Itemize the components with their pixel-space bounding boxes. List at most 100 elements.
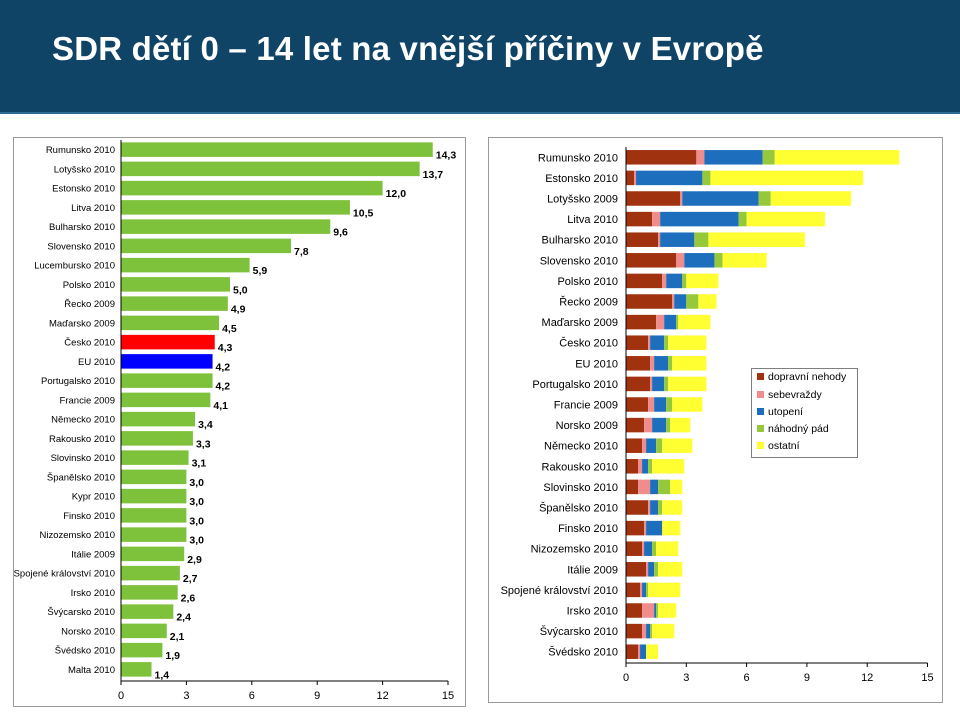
x-tick-label: 9 [804,672,810,684]
stacked-segment-4-9 [668,335,707,350]
stacked-segment-0-7 [626,294,673,309]
bar-4 [121,219,331,234]
stacked-segment-0-21 [626,582,641,598]
stacked-segment-1-15 [638,459,643,474]
category-label: Česko 2010 [64,338,115,349]
stacked-segment-1-0 [696,150,705,165]
stacked-segment-1-20 [646,562,649,577]
stacked-segment-1-7 [672,294,675,309]
stacked-segment-2-3 [660,211,739,227]
category-label: Rumunsko 2010 [538,152,618,164]
category-label: Rumunsko 2010 [46,145,115,156]
legend-label: sebevraždy [768,389,822,401]
stacked-segment-1-6 [662,273,667,289]
stacked-segment-2-14 [646,438,657,453]
category-label: Portugalsko 2010 [532,379,618,391]
bar-16 [121,450,189,465]
data-label: 3,4 [198,419,213,431]
stacked-segment-3-23 [650,623,653,639]
x-tick-label: 0 [623,672,629,684]
bar-26 [121,642,163,658]
stacked-segment-0-11 [626,376,651,392]
legend-swatch [757,391,764,398]
stacked-segment-1-10 [650,356,655,371]
x-tick-label: 15 [921,672,933,684]
category-label: Itálie 2009 [567,564,618,576]
legend-label: ostatní [768,440,800,452]
stacked-segment-3-14 [656,438,663,453]
stacked-segment-0-5 [626,253,677,268]
stacked-segment-2-22 [654,603,657,618]
category-label: Nizozemsko 2010 [531,544,618,556]
data-label: 4,1 [213,400,228,412]
bar-12 [121,373,213,388]
stacked-segment-4-2 [770,191,852,206]
category-label: Finsko 2010 [63,511,115,522]
stacked-segment-3-21 [646,582,649,598]
stacked-segment-3-17 [658,500,663,515]
stacked-segment-2-23 [646,623,651,639]
bar-18 [121,488,187,504]
data-label: 3,0 [189,477,204,489]
total-rate-bar-chart: Rumunsko 2010 14,3 Lotyšsko 2010 13,7 Estons… [14,140,456,702]
category-label: Estonsko 2010 [52,184,115,195]
stacked-segment-4-8 [678,314,711,330]
stacked-segment-3-3 [738,211,747,227]
category-label: Bulharsko 2010 [49,222,115,233]
stacked-segment-3-10 [668,356,673,371]
stacked-segment-1-19 [642,541,645,556]
x-tick-label: 6 [249,690,255,702]
data-label: 2,7 [183,573,198,585]
stacked-segment-4-22 [658,603,677,618]
bar-19 [121,508,187,523]
category-label: EU 2010 [78,357,115,368]
category-label: Maďarsko 2009 [49,318,115,329]
stacked-segment-4-13 [670,417,691,433]
bar-22 [121,565,180,581]
stacked-segment-3-0 [762,150,775,165]
category-label: Slovinsko 2010 [51,453,115,464]
bar-20 [121,527,187,542]
category-label: Španělsko 2010 [539,502,618,515]
x-tick-label: 6 [744,672,750,684]
stacked-segment-4-3 [746,211,825,227]
category-label: Rakousko 2010 [49,434,115,445]
stacked-segment-2-7 [674,294,687,309]
stacked-segment-4-4 [708,232,805,247]
stacked-segment-1-3 [652,211,661,227]
category-label: Finsko 2010 [558,523,618,535]
bar-25 [121,623,167,639]
category-label: Nizozemsko 2010 [39,530,115,541]
stacked-segment-3-16 [658,479,671,495]
category-label: Litva 2010 [567,214,618,226]
stacked-segment-0-8 [626,314,657,330]
data-label: 4,3 [218,342,233,354]
data-label: 3,1 [192,458,207,470]
legend-label: náhodný pád [768,423,829,435]
bar-8 [121,296,228,311]
category-label: Polsko 2010 [557,276,618,288]
data-label: 3,3 [196,438,211,450]
stacked-segment-4-19 [656,541,679,556]
x-tick-label: 3 [683,672,689,684]
stacked-segment-3-4 [694,232,709,247]
stacked-segment-2-0 [704,150,763,165]
stacked-segment-2-11 [652,376,665,392]
stacked-segment-2-6 [666,273,683,289]
bar-24 [121,604,174,619]
stacked-segment-0-15 [626,459,639,474]
data-label: 5,9 [253,265,268,277]
category-label: Španělsko 2010 [47,472,115,483]
data-label: 13,7 [423,169,444,181]
category-label: Kypr 2010 [72,492,115,503]
category-label: Irsko 2010 [71,588,115,599]
category-label: Malta 2010 [68,665,115,676]
category-label: Spojené království 2010 [501,585,618,597]
stacked-segment-3-15 [648,459,653,474]
category-label: Slovensko 2010 [47,241,115,252]
stacked-segment-1-22 [642,603,655,618]
x-tick-label: 12 [861,672,873,684]
stacked-segment-2-19 [644,541,653,556]
stacked-segment-2-24 [640,644,647,659]
stacked-segment-1-24 [638,644,641,659]
